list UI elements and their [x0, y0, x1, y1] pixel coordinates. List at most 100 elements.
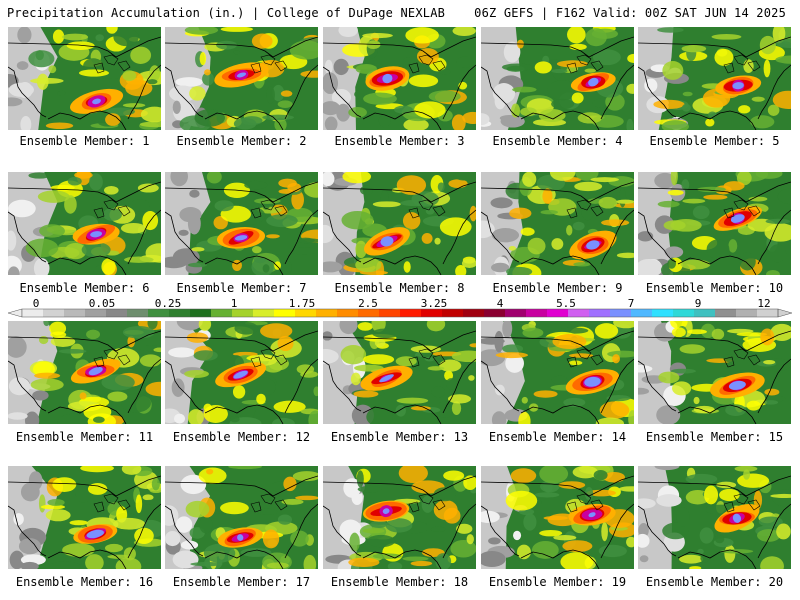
ensemble-member-panel [8, 321, 161, 424]
precipitation-map [638, 466, 791, 569]
ensemble-member-label: Ensemble Member: 18 [330, 575, 469, 589]
colorbar-swatch [253, 309, 275, 317]
colorbar-tick-label: 4 [496, 297, 504, 310]
precipitation-map [323, 172, 476, 275]
model-run-info: 06Z GEFS | F162 Valid: 00Z SAT JUN 14 20… [474, 6, 786, 20]
ensemble-member-label: Ensemble Member: 5 [649, 134, 780, 148]
colorbar-tick-label: 2.5 [358, 297, 378, 310]
colorbar-swatch [526, 309, 548, 317]
ensemble-member-panel [481, 466, 634, 569]
ensemble-member-label: Ensemble Member: 17 [172, 575, 311, 589]
precipitation-map [323, 321, 476, 424]
colorbar-swatch [568, 309, 590, 317]
ensemble-member-label: Ensemble Member: 3 [334, 134, 465, 148]
colorbar-left-arrow [7, 308, 23, 318]
colorbar-swatch [358, 309, 380, 317]
ensemble-member-label: Ensemble Member: 20 [645, 575, 784, 589]
colorbar-swatch [232, 309, 254, 317]
ensemble-member-label: Ensemble Member: 11 [15, 430, 154, 444]
ensemble-member-panel [638, 321, 791, 424]
precipitation-map [8, 172, 161, 275]
colorbar-tick-label: 12 [757, 297, 771, 310]
precipitation-map [323, 466, 476, 569]
precipitation-map [165, 466, 318, 569]
ensemble-member-panel [323, 27, 476, 130]
precipitation-map [165, 172, 318, 275]
ensemble-member-label: Ensemble Member: 8 [334, 281, 465, 295]
colorbar-swatch [106, 309, 128, 317]
ensemble-member-panel [481, 27, 634, 130]
precipitation-colorbar [7, 308, 793, 318]
colorbar-swatch [421, 309, 443, 317]
precipitation-map [8, 466, 161, 569]
precipitation-map [8, 321, 161, 424]
ensemble-member-panel [638, 466, 791, 569]
colorbar-swatch [442, 309, 464, 317]
ensemble-member-panel [165, 466, 318, 569]
colorbar-swatch [694, 309, 716, 317]
precipitation-map [165, 321, 318, 424]
colorbar-tick-label: 1.75 [288, 297, 316, 310]
colorbar-swatch [211, 309, 233, 317]
ensemble-member-label: Ensemble Member: 6 [19, 281, 150, 295]
colorbar-swatch [274, 309, 296, 317]
colorbar-swatch [631, 309, 653, 317]
colorbar-swatch [673, 309, 695, 317]
colorbar-tick-label: 3.25 [420, 297, 448, 310]
ensemble-member-label: Ensemble Member: 16 [15, 575, 154, 589]
precipitation-map [481, 321, 634, 424]
precipitation-map [638, 172, 791, 275]
ensemble-member-panel [8, 27, 161, 130]
ensemble-member-label: Ensemble Member: 7 [176, 281, 307, 295]
colorbar-tick-label: 0 [32, 297, 40, 310]
colorbar-swatch [610, 309, 632, 317]
colorbar-swatch [22, 309, 44, 317]
map-title: Precipitation Accumulation (in.) | Colle… [7, 6, 446, 20]
colorbar-swatch [379, 309, 401, 317]
colorbar-swatch [190, 309, 212, 317]
colorbar-tick-label: 9 [694, 297, 702, 310]
colorbar-swatch [589, 309, 611, 317]
colorbar-tick-label: 0.25 [154, 297, 182, 310]
colorbar-swatch [736, 309, 758, 317]
precipitation-map [323, 27, 476, 130]
colorbar-swatch [43, 309, 65, 317]
ensemble-member-label: Ensemble Member: 2 [176, 134, 307, 148]
precipitation-map [8, 27, 161, 130]
colorbar-swatch [127, 309, 149, 317]
ensemble-member-panel [165, 172, 318, 275]
ensemble-member-label: Ensemble Member: 19 [488, 575, 627, 589]
colorbar-right-arrow [777, 308, 793, 318]
ensemble-member-panel [165, 321, 318, 424]
colorbar-tick-label: 7 [627, 297, 635, 310]
colorbar-swatch [169, 309, 191, 317]
colorbar-swatch [400, 309, 422, 317]
ensemble-member-label: Ensemble Member: 15 [645, 430, 784, 444]
ensemble-member-panel [481, 172, 634, 275]
precipitation-map [481, 172, 634, 275]
colorbar-swatch [757, 309, 779, 317]
ensemble-member-label: Ensemble Member: 9 [492, 281, 623, 295]
precipitation-map [638, 321, 791, 424]
ensemble-member-label: Ensemble Member: 12 [172, 430, 311, 444]
ensemble-member-label: Ensemble Member: 10 [645, 281, 784, 295]
colorbar-tick-label: 5.5 [556, 297, 576, 310]
ensemble-member-panel [638, 27, 791, 130]
colorbar-swatch [547, 309, 569, 317]
precipitation-map [638, 27, 791, 130]
colorbar-swatch [316, 309, 338, 317]
colorbar-tick-label: 0.05 [88, 297, 116, 310]
colorbar-swatch [148, 309, 170, 317]
precipitation-map [165, 27, 318, 130]
ensemble-member-panel [323, 321, 476, 424]
ensemble-member-label: Ensemble Member: 13 [330, 430, 469, 444]
ensemble-member-label: Ensemble Member: 14 [488, 430, 627, 444]
colorbar-swatch [64, 309, 86, 317]
ensemble-member-panel [638, 172, 791, 275]
colorbar-swatch [337, 309, 359, 317]
ensemble-member-label: Ensemble Member: 4 [492, 134, 623, 148]
precipitation-map [481, 27, 634, 130]
ensemble-member-panel [481, 321, 634, 424]
colorbar-tick-label: 1 [230, 297, 238, 310]
ensemble-member-label: Ensemble Member: 1 [19, 134, 150, 148]
